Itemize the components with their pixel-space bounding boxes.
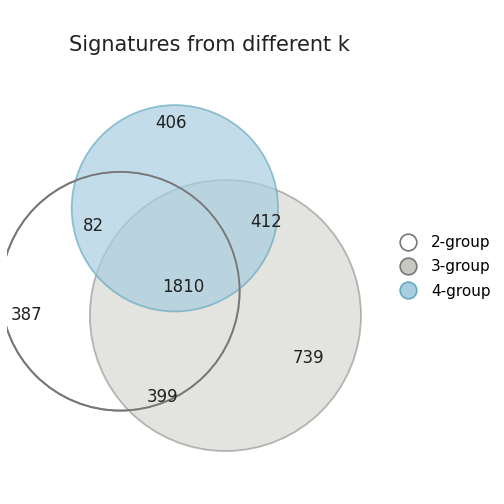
Circle shape bbox=[72, 105, 278, 311]
Legend: 2-group, 3-group, 4-group: 2-group, 3-group, 4-group bbox=[387, 229, 497, 305]
Text: 412: 412 bbox=[250, 213, 282, 231]
Title: Signatures from different k: Signatures from different k bbox=[69, 35, 350, 55]
Text: 739: 739 bbox=[292, 349, 324, 367]
Text: 406: 406 bbox=[155, 114, 186, 133]
Text: 399: 399 bbox=[147, 388, 178, 406]
Text: 1810: 1810 bbox=[162, 278, 204, 296]
Text: 82: 82 bbox=[83, 218, 104, 235]
Text: 387: 387 bbox=[11, 306, 42, 325]
Circle shape bbox=[90, 180, 361, 451]
